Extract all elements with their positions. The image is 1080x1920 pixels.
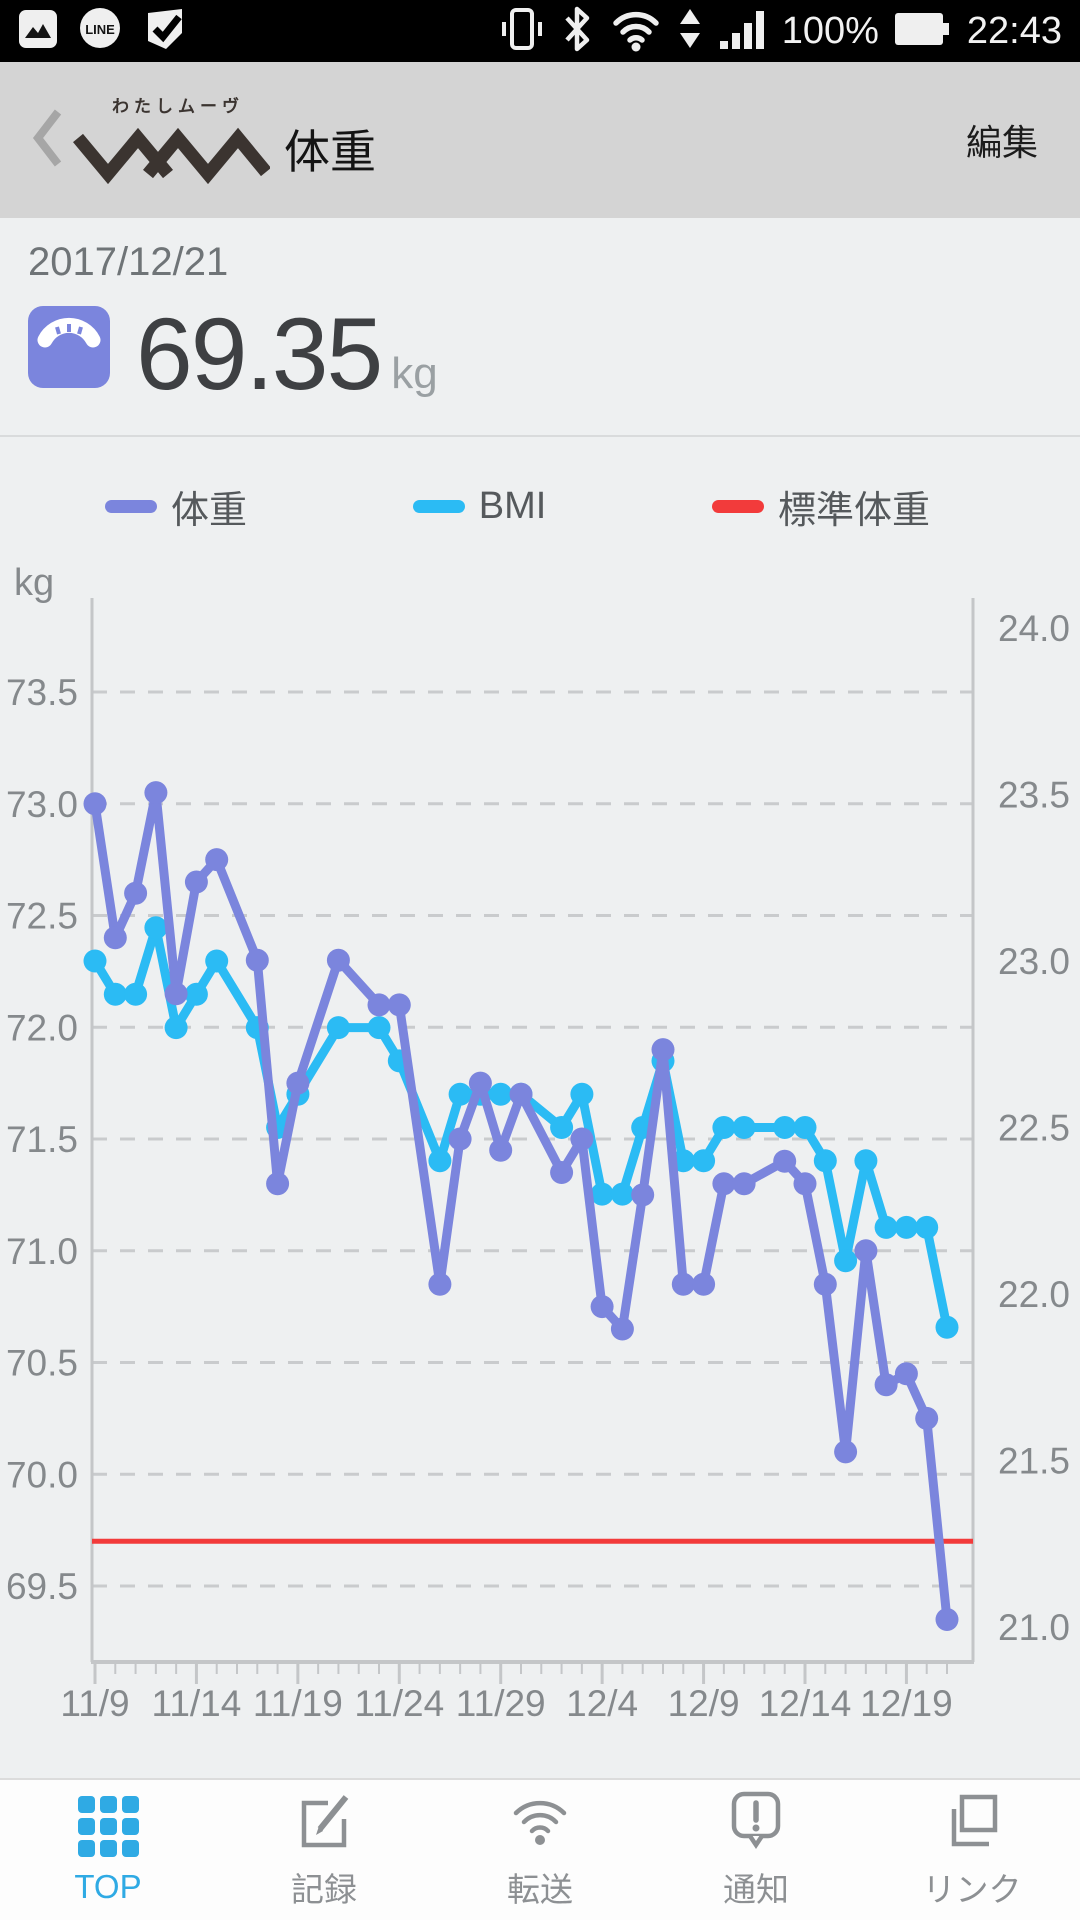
- legend-item-standard-weight: 標準体重: [711, 479, 930, 534]
- svg-text:22.5: 22.5: [998, 1108, 1070, 1149]
- chart-legend: 体重 BMI 標準体重: [0, 479, 1080, 534]
- svg-text:71.5: 71.5: [6, 1119, 78, 1160]
- wifi-icon: [610, 6, 662, 57]
- legend-item-bmi: BMI: [412, 485, 547, 528]
- legend-label: BMI: [478, 485, 547, 527]
- grid-icon: [78, 1796, 139, 1857]
- tasks-check-icon: [142, 7, 186, 56]
- nav-item-notification[interactable]: 通知: [648, 1780, 864, 1920]
- svg-text:11/9: 11/9: [60, 1683, 129, 1724]
- svg-text:72.5: 72.5: [6, 896, 78, 937]
- svg-text:12/19: 12/19: [860, 1683, 953, 1724]
- svg-text:22.0: 22.0: [998, 1274, 1070, 1315]
- notification-icon: [731, 1791, 781, 1850]
- weight-swatch-icon: [105, 500, 157, 513]
- data-arrows-icon: [678, 7, 702, 56]
- chart-section: 73.5 73.0 72.5 72.0 71.5 71.0 70.5 70.0 69.5 24.0…: [0, 437, 1080, 1778]
- nav-item-record[interactable]: 記録: [216, 1780, 432, 1920]
- svg-text:11/14: 11/14: [151, 1683, 241, 1724]
- line-app-icon: LINE: [78, 7, 122, 56]
- page-title: 体重: [284, 126, 376, 178]
- gallery-icon: [18, 9, 58, 54]
- bottom-nav: TOP 記録 転送 通: [0, 1778, 1080, 1920]
- scale-icon: [28, 306, 110, 405]
- app-header: わたしムーヴ 体重 編集: [0, 62, 1080, 218]
- svg-text:kg: kg: [14, 562, 54, 604]
- battery-percent: 100%: [781, 9, 879, 52]
- svg-text:73.0: 73.0: [6, 784, 78, 825]
- svg-text:21.0: 21.0: [998, 1607, 1070, 1648]
- svg-text:69.5: 69.5: [6, 1566, 78, 1607]
- back-button[interactable]: [30, 106, 70, 175]
- battery-icon: [894, 12, 951, 50]
- logo-furigana: わたしムーヴ: [112, 97, 244, 116]
- clock: 22:43: [966, 9, 1062, 52]
- svg-text:11/19: 11/19: [253, 1683, 343, 1724]
- svg-text:23.5: 23.5: [998, 775, 1070, 816]
- svg-text:23.0: 23.0: [998, 941, 1070, 982]
- svg-text:11/29: 11/29: [456, 1683, 546, 1724]
- status-bar: LINE 100%: [0, 0, 1080, 62]
- edit-button[interactable]: 編集: [965, 122, 1038, 163]
- nav-label: TOP: [74, 1868, 142, 1905]
- nav-label: 転送: [507, 1871, 573, 1908]
- legend-item-weight: 体重: [105, 479, 247, 534]
- svg-text:12/14: 12/14: [759, 1683, 852, 1724]
- svg-text:70.5: 70.5: [6, 1343, 78, 1384]
- app-logo[interactable]: わたしムーヴ: [70, 92, 270, 202]
- svg-text:12/4: 12/4: [566, 1683, 638, 1724]
- svg-text:73.5: 73.5: [6, 672, 78, 713]
- series-体重: [83, 781, 959, 1631]
- notification-icons: LINE: [18, 7, 186, 56]
- nav-item-link[interactable]: リンク: [864, 1780, 1080, 1920]
- svg-text:72.0: 72.0: [6, 1007, 78, 1048]
- nav-item-top[interactable]: TOP: [0, 1780, 216, 1920]
- signal-icon: [718, 7, 766, 56]
- nav-label: リンク: [922, 1871, 1022, 1908]
- weight-unit: kg: [391, 349, 438, 398]
- svg-text:24.0: 24.0: [998, 608, 1070, 649]
- legend-label: 標準体重: [777, 490, 930, 532]
- wm-logo-icon: [73, 127, 270, 185]
- weight-bmi-chart: 73.5 73.0 72.5 72.0 71.5 71.0 70.5 70.0 69.5 24.0…: [6, 562, 1070, 1724]
- system-status-icons: 100% 22:43: [500, 5, 1062, 58]
- svg-text:70.0: 70.0: [6, 1454, 78, 1495]
- weight-card: 2017/12/21 69.35 kg: [0, 218, 1080, 437]
- svg-text:12/9: 12/9: [668, 1683, 740, 1724]
- svg-text:21.5: 21.5: [998, 1441, 1070, 1482]
- vibrate-icon: [500, 6, 544, 57]
- legend-label: 体重: [171, 490, 248, 532]
- nav-label: 記録: [291, 1871, 357, 1908]
- weight-value: 69.35: [136, 297, 383, 411]
- bluetooth-icon: [560, 5, 594, 58]
- svg-text:71.0: 71.0: [6, 1231, 78, 1272]
- svg-text:LINE: LINE: [85, 22, 115, 37]
- record-pencil-icon: [301, 1795, 349, 1848]
- standard-weight-swatch-icon: [711, 500, 764, 513]
- nav-label: 通知: [723, 1871, 789, 1908]
- link-icon: [951, 1794, 998, 1847]
- measurement-date: 2017/12/21: [28, 240, 229, 284]
- svg-text:11/24: 11/24: [354, 1683, 444, 1724]
- transfer-wifi-icon: [513, 1800, 567, 1845]
- bmi-swatch-icon: [412, 500, 465, 513]
- nav-item-transfer[interactable]: 転送: [432, 1780, 648, 1920]
